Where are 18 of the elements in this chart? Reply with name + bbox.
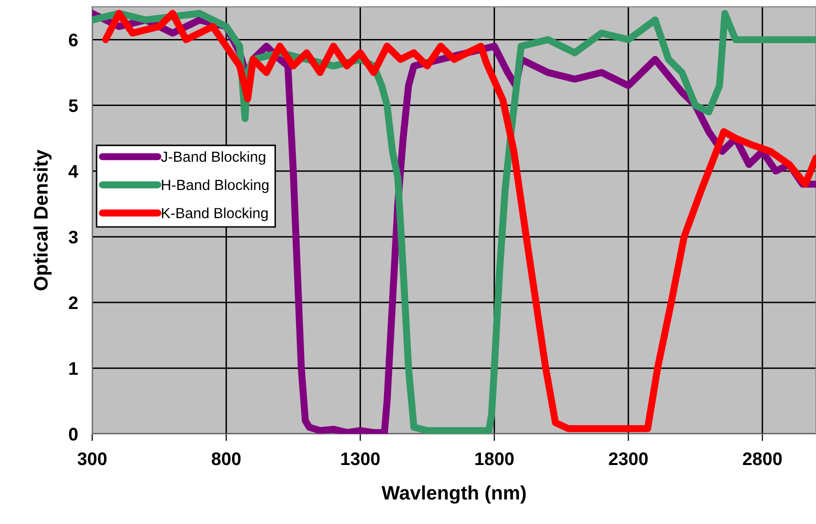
x-tick-label: 1300 [341,452,380,466]
legend-label: H-Band Blocking [162,179,268,193]
legend-label: K-Band Blocking [162,208,268,222]
x-tick-label: 1800 [475,452,514,466]
y-axis-title: Optical Density [33,150,52,290]
y-tick-label: 0 [68,428,78,441]
y-tick-label: 1 [69,362,78,375]
x-axis-title: Wavlength (nm) [382,485,526,504]
x-tick-label: 800 [212,452,241,466]
y-tick-label: 2 [68,296,78,310]
y-tick-label: 3 [68,230,78,244]
y-tick-label: 6 [68,34,78,46]
y-tick-label: 4 [68,165,78,178]
legend-label: J-Band Blocking [160,151,266,165]
x-tick-label: 2300 [608,452,648,466]
x-tick-label: 300 [78,452,107,466]
y-tick-label: 5 [68,99,78,112]
x-tick-label: 2800 [742,452,782,466]
